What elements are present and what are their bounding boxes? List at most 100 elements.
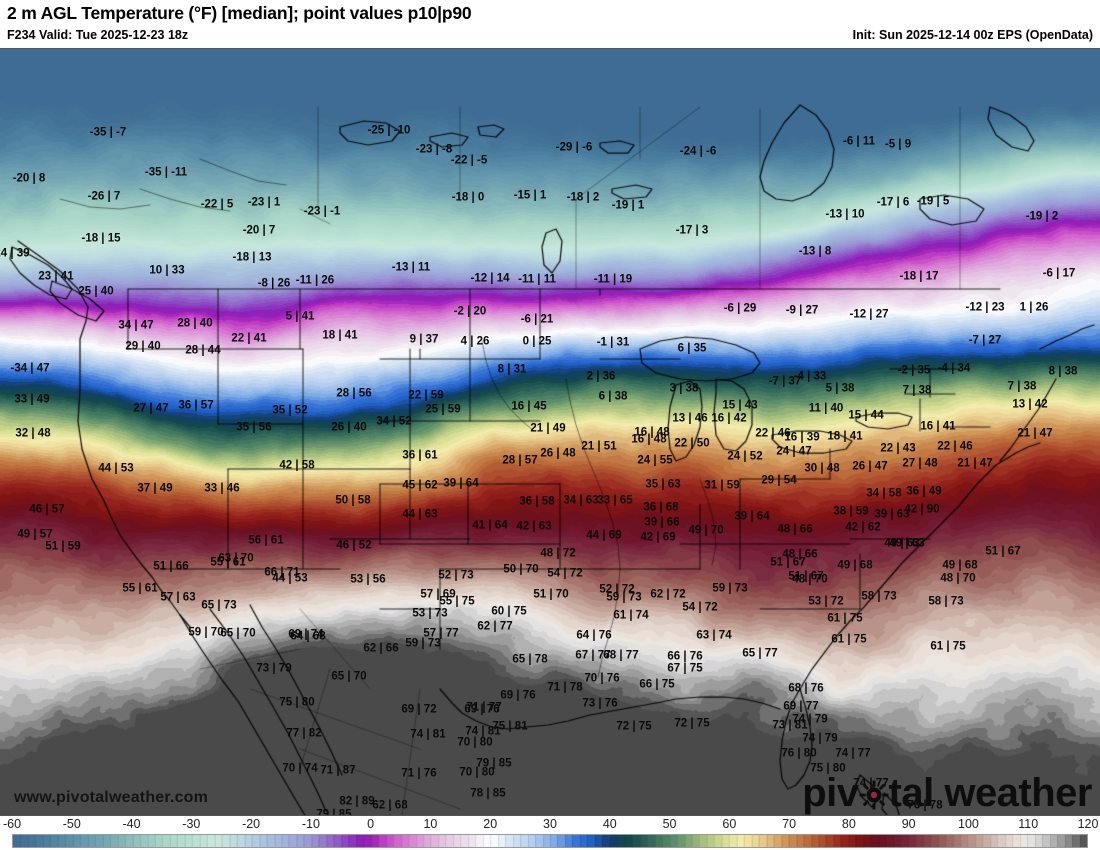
colorbar-tick: 0 bbox=[367, 817, 375, 831]
point-value-label: 39 | 66 bbox=[644, 516, 680, 529]
point-value-label: -5 | 9 bbox=[884, 138, 912, 151]
point-value-label: 39 | 63 bbox=[874, 508, 910, 521]
point-value-label: 78 | 85 bbox=[470, 787, 506, 800]
valid-time-label: F234 Valid: Tue 2025-12-23 18z bbox=[7, 28, 189, 42]
point-value-label: 15 | 43 bbox=[722, 399, 758, 412]
point-value-label: 71 | 87 bbox=[320, 764, 356, 777]
point-value-label: 27 | 48 bbox=[902, 457, 938, 470]
point-value-label: 21 | 49 bbox=[530, 422, 566, 435]
point-value-label: 7 | 38 bbox=[902, 384, 932, 397]
point-value-label: 70 | 74 bbox=[282, 762, 318, 775]
point-value-label: -29 | -6 bbox=[555, 141, 593, 154]
point-value-label: -13 | 11 bbox=[391, 261, 431, 274]
point-value-label: -12 | 27 bbox=[849, 308, 889, 321]
colorbar-tick: -50 bbox=[62, 817, 81, 831]
point-value-label: 74 | 79 bbox=[802, 732, 838, 745]
point-value-label: 69 | 76 bbox=[464, 703, 500, 716]
colorbar-tick: 90 bbox=[901, 817, 916, 831]
point-value-label: 69 | 77 bbox=[783, 700, 819, 713]
point-value-label: 39 | 64 bbox=[443, 477, 479, 490]
point-value-label: 33 | 65 bbox=[597, 494, 633, 507]
point-value-label: 69 | 72 bbox=[401, 703, 437, 716]
point-value-label: -35 | -7 bbox=[89, 126, 127, 139]
point-value-label: 50 | 70 bbox=[503, 563, 539, 576]
point-value-label: 22 | 50 bbox=[674, 437, 710, 450]
point-value-label: -12 | 23 bbox=[965, 301, 1005, 314]
point-value-label: 21 | 47 bbox=[1017, 427, 1053, 440]
point-value-label: 59 | 73 bbox=[606, 591, 642, 604]
point-value-label: -7 | 27 bbox=[968, 334, 1002, 347]
colorbar-tick: -60 bbox=[2, 817, 22, 831]
colorbar-tick: 110 bbox=[1018, 817, 1039, 831]
point-value-label: -4 | 33 bbox=[793, 370, 827, 383]
point-value-label: 59 | 70 bbox=[188, 626, 224, 639]
point-value-label: 24 | 55 bbox=[637, 454, 673, 467]
point-value-label: 75 | 80 bbox=[810, 762, 846, 775]
point-value-label: 16 | 48 bbox=[634, 426, 670, 439]
point-value-label: 68 | 77 bbox=[603, 649, 639, 662]
point-value-label: 5 | 41 bbox=[285, 310, 315, 323]
colorbar-tick: 120 bbox=[1077, 817, 1099, 831]
point-value-label: 76 | 80 bbox=[781, 747, 817, 760]
point-value-label: 55 | 61 bbox=[210, 556, 246, 569]
point-value-label: 35 | 56 bbox=[236, 421, 272, 434]
colorbar-gradient bbox=[12, 834, 1088, 848]
point-value-label: 49 | 63 bbox=[884, 537, 920, 550]
point-value-label: 22 | 43 bbox=[880, 442, 916, 455]
point-value-label: 74 | 79 bbox=[792, 713, 828, 726]
colorbar-strip bbox=[13, 835, 1087, 847]
point-value-label: -9 | 27 bbox=[785, 304, 819, 317]
point-value-label: 28 | 56 bbox=[336, 387, 372, 400]
point-value-label: 57 | 63 bbox=[160, 591, 196, 604]
point-value-label: 26 | 40 bbox=[331, 421, 367, 434]
point-value-label: -17 | 3 bbox=[675, 224, 709, 237]
point-value-label: 16 | 41 bbox=[920, 420, 956, 433]
point-value-label: -34 | 47 bbox=[10, 362, 50, 375]
point-value-label: 34 | 58 bbox=[866, 487, 902, 500]
point-value-label: 48 | 72 bbox=[540, 547, 576, 560]
point-value-label: 61 | 75 bbox=[827, 612, 863, 625]
point-value-label: 51 | 67 bbox=[985, 545, 1021, 558]
point-value-label: 16 | 42 bbox=[711, 412, 747, 425]
point-value-label: 57 | 69 bbox=[420, 588, 456, 601]
point-value-label: 38 | 59 bbox=[833, 505, 869, 518]
point-value-label: 49 | 68 bbox=[942, 559, 978, 572]
point-value-label: 61 | 75 bbox=[930, 640, 966, 653]
point-value-label: 44 | 53 bbox=[98, 462, 134, 475]
colorbar-tick: -40 bbox=[122, 817, 141, 831]
point-value-label: 73 | 81 bbox=[772, 719, 808, 732]
point-value-label: 4 | 26 bbox=[460, 335, 490, 348]
colorbar-tick: 30 bbox=[543, 817, 557, 831]
point-value-label: 22 | 46 bbox=[937, 440, 973, 453]
point-value-label: 52 | 72 bbox=[599, 583, 635, 596]
colorbar-tick: 20 bbox=[483, 817, 498, 831]
point-value-label: 26 | 48 bbox=[540, 447, 576, 460]
page-title: 2 m AGL Temperature (°F) [median]; point… bbox=[7, 3, 472, 23]
colorbar-tick: 50 bbox=[662, 817, 677, 831]
point-value-label: 13 | 46 bbox=[672, 412, 708, 425]
point-value-label: 36 | 58 bbox=[519, 495, 555, 508]
point-value-label: -11 | 26 bbox=[295, 274, 335, 287]
colorbar-tick: 60 bbox=[722, 817, 737, 831]
point-value-label: 49 | 68 bbox=[837, 559, 873, 572]
point-value-label: 71 | 78 bbox=[547, 681, 583, 694]
point-value-label: 51 | 70 bbox=[533, 588, 569, 601]
colorbar-tick: -20 bbox=[242, 817, 261, 831]
point-value-label: 16 | 39 bbox=[784, 431, 820, 444]
point-value-label: 66 | 76 bbox=[667, 650, 703, 663]
point-value-label: -13 | 8 bbox=[798, 245, 832, 258]
point-value-label: 71 | 77 bbox=[466, 701, 502, 714]
colorbar-tick: -30 bbox=[182, 817, 201, 831]
point-value-label: -15 | 1 bbox=[513, 189, 547, 202]
point-value-label: 31 | 59 bbox=[704, 479, 740, 492]
point-value-label: 28 | 40 bbox=[177, 317, 213, 330]
point-value-label: -23 | -1 bbox=[303, 205, 341, 218]
point-value-label: 45 | 62 bbox=[402, 479, 438, 492]
point-value-label: 77 | 82 bbox=[286, 727, 322, 740]
point-value-label: 42 | 90 bbox=[904, 503, 940, 516]
weather-map[interactable]: -20 | 8 -35 | -7 -26 | 7 -35 | -11 -18 | 15 -… bbox=[0, 48, 1100, 816]
point-value-label: 68 | 76 bbox=[788, 682, 824, 695]
point-value-label: 22 | 46 bbox=[755, 427, 791, 440]
point-value-label: -18 | 13 bbox=[232, 251, 272, 264]
point-value-label: 24 | 39 bbox=[0, 247, 30, 260]
